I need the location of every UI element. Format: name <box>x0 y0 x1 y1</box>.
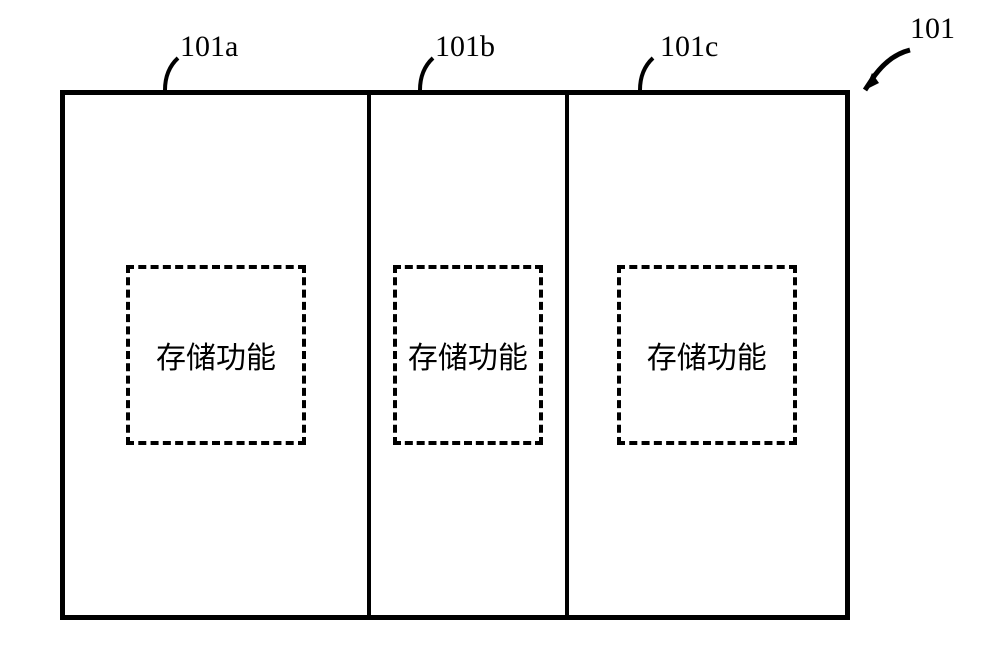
ref-label-101b: 101b <box>435 30 495 64</box>
callout-line-b <box>420 58 433 90</box>
ref-label-101: 101 <box>910 12 955 46</box>
storage-label-b: 存储功能 <box>408 333 528 377</box>
ref-label-101c: 101c <box>660 30 718 64</box>
callout-line-a <box>165 58 178 90</box>
storage-box-a: 存储功能 <box>126 265 306 445</box>
storage-label-a: 存储功能 <box>156 333 276 377</box>
reference-arrow-icon <box>855 45 935 115</box>
ref-label-101a: 101a <box>180 30 238 64</box>
storage-box-b: 存储功能 <box>393 265 543 445</box>
block-c: 存储功能 <box>569 95 845 615</box>
block-b: 存储功能 <box>371 95 569 615</box>
storage-label-c: 存储功能 <box>647 333 767 377</box>
diagram-container: 存储功能 存储功能 存储功能 <box>60 90 850 620</box>
storage-box-c: 存储功能 <box>617 265 797 445</box>
callout-line-c <box>640 58 653 90</box>
block-a: 存储功能 <box>65 95 371 615</box>
